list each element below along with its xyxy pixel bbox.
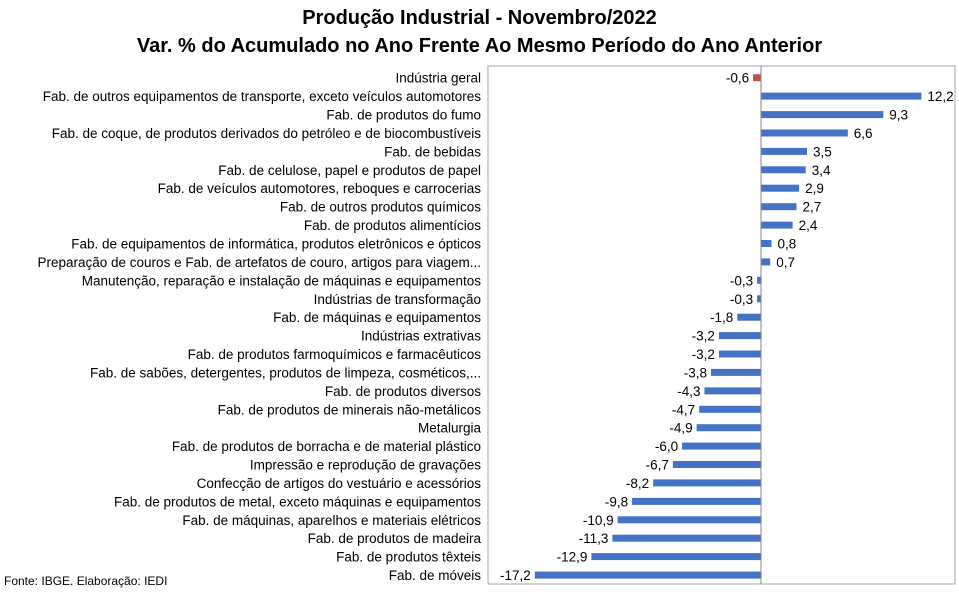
- data-label: -9,8: [605, 494, 628, 509]
- data-label: 9,3: [889, 108, 908, 123]
- data-label: -4,7: [672, 402, 695, 417]
- data-label: -12,9: [557, 550, 588, 565]
- bar: [761, 240, 772, 247]
- chart-title: Produção Industrial - Novembro/2022: [302, 7, 657, 29]
- category-label: Fab. de veículos automotores, reboques e…: [158, 181, 482, 196]
- plot-area-border: [487, 65, 956, 585]
- category-label: Fab. de coque, de produtos derivados do …: [52, 126, 482, 141]
- data-label: 0,7: [776, 255, 795, 270]
- bar: [699, 405, 761, 413]
- category-label: Fab. de produtos do fumo: [326, 108, 481, 123]
- bar: [761, 166, 806, 174]
- category-label: Fab. de máquinas e equipamentos: [273, 310, 481, 325]
- bar: [591, 553, 761, 561]
- data-label: -4,3: [677, 384, 700, 399]
- category-label: Fab. de móveis: [389, 568, 482, 583]
- data-label: 3,4: [812, 163, 831, 178]
- data-label: -6,0: [655, 439, 678, 454]
- data-label: 6,6: [854, 126, 873, 141]
- category-label: Fab. de equipamentos de informática, pro…: [71, 237, 481, 252]
- bar: [632, 497, 761, 505]
- category-label: Manutenção, reparação e instalação de má…: [82, 273, 482, 288]
- value-labels-group: -0,6 12,2 9,3 6,6 3,5 3,4 2,9 2,7 2,40,8 0,7 -0,3 -…: [500, 71, 954, 583]
- data-label: 2,9: [805, 181, 824, 196]
- bar: [653, 479, 761, 487]
- category-label: Fab. de outros produtos químicos: [280, 200, 481, 215]
- bar: [704, 387, 761, 395]
- bar: [737, 313, 761, 321]
- category-label: Fab. de produtos têxteis: [336, 550, 481, 565]
- data-label: -10,9: [583, 513, 614, 528]
- data-label: -8,2: [626, 476, 649, 491]
- bar: [753, 74, 761, 82]
- category-label: Fab. de sabões, detergentes, produtos de…: [90, 365, 481, 380]
- category-label: Preparação de couros e Fab. de artefatos…: [37, 255, 481, 270]
- category-label: Fab. de celulose, papel e produtos de pa…: [218, 163, 481, 178]
- data-label: -3,2: [692, 329, 715, 344]
- category-label: Indústria geral: [395, 71, 481, 86]
- bar: [696, 424, 761, 432]
- category-label: Fab. de produtos diversos: [325, 384, 481, 399]
- bars-group: [534, 74, 922, 579]
- category-label: Metalurgia: [418, 421, 482, 436]
- category-label: Indústrias extrativas: [361, 329, 481, 344]
- data-label: -11,3: [579, 531, 609, 546]
- data-label: -17,2: [500, 568, 531, 583]
- chart-subtitle: Var. % do Acumulado no Ano Frente Ao Mes…: [136, 35, 823, 57]
- bar: [718, 350, 761, 358]
- category-label: Fab. de produtos de metal, exceto máquin…: [114, 494, 481, 509]
- bar: [617, 516, 761, 524]
- bar: [761, 129, 848, 137]
- bar: [761, 203, 797, 211]
- source-note: Fonte: IBGE. Elaboração: IEDI: [4, 574, 168, 588]
- bar: [761, 258, 771, 266]
- category-label: Fab. de outros equipamentos de transport…: [43, 89, 482, 104]
- bar: [534, 571, 761, 579]
- bar: [757, 276, 761, 284]
- data-label: -1,8: [710, 310, 733, 325]
- data-label: 2,7: [803, 200, 822, 215]
- bar: [761, 147, 807, 155]
- category-label: Fab. de máquinas, aparelhos e materiais …: [182, 513, 481, 528]
- data-label: -4,9: [669, 421, 692, 436]
- bar: [761, 92, 922, 100]
- category-label: Impressão e reprodução de gravações: [250, 458, 481, 473]
- category-label: Indústrias de transformação: [314, 292, 481, 307]
- category-label: Fab. de produtos alimentícios: [304, 218, 481, 233]
- bar: [711, 368, 761, 376]
- data-label: -3,2: [692, 347, 715, 362]
- bar: [761, 221, 793, 229]
- bar: [718, 332, 761, 340]
- data-label: 2,4: [799, 218, 818, 233]
- bar: [757, 295, 761, 303]
- bar: [761, 184, 800, 192]
- category-label: Fab. de bebidas: [384, 144, 481, 159]
- category-label: Confecção de artigos do vestuário e aces…: [197, 476, 482, 491]
- bar: [612, 534, 761, 542]
- category-label: Fab. de produtos de minerais não-metálic…: [218, 402, 482, 417]
- bar: [672, 461, 761, 468]
- data-label: -0,3: [730, 273, 753, 288]
- bar: [761, 111, 884, 119]
- data-label: -0,3: [730, 292, 753, 307]
- category-label: Fab. de produtos de madeira: [308, 531, 482, 546]
- category-label: Fab. de produtos farmoquímicos e farmacê…: [188, 347, 482, 362]
- data-label: -3,8: [684, 365, 707, 380]
- data-label: 3,5: [813, 144, 832, 159]
- data-label: 12,2: [927, 89, 953, 104]
- data-label: 0,8: [778, 237, 797, 252]
- category-label: Fab. de produtos de borracha e de materi…: [172, 439, 481, 454]
- bar: [682, 442, 761, 450]
- category-labels-group: Indústria geral Fab. de outros equipament…: [37, 71, 481, 583]
- data-label: -0,6: [726, 71, 749, 86]
- data-label: -6,7: [646, 458, 669, 473]
